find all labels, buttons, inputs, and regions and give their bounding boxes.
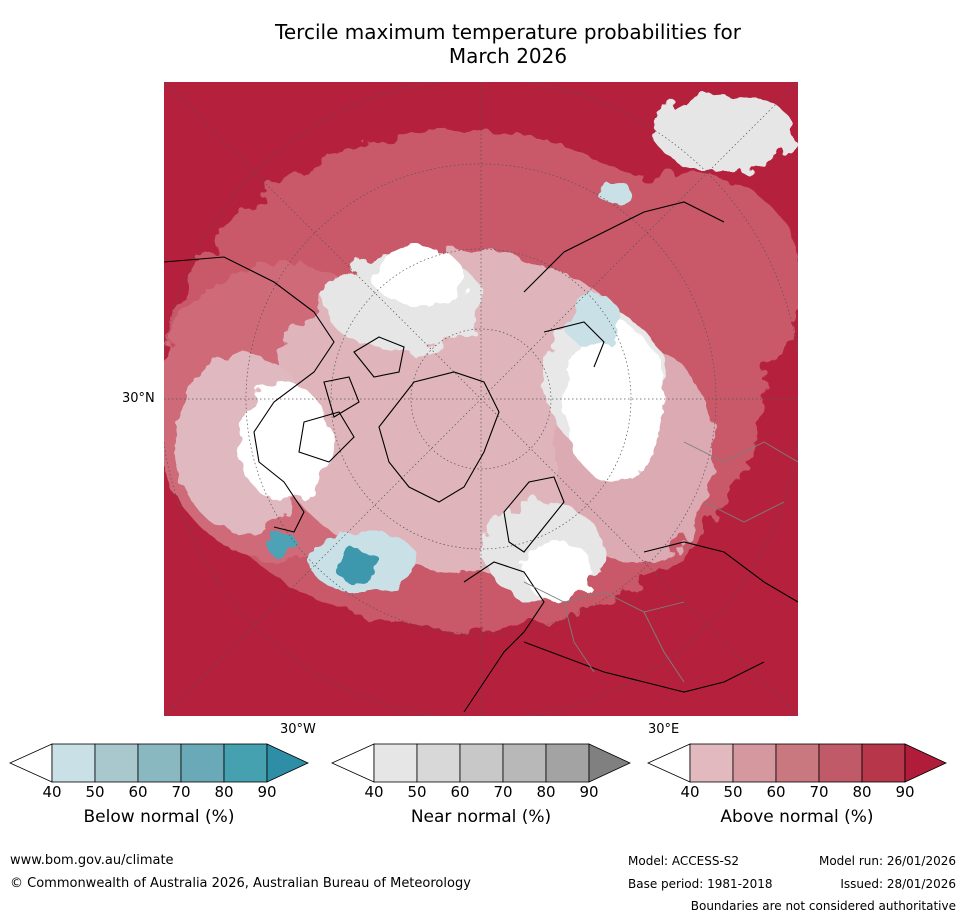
region-neutral — [564, 322, 664, 482]
region-below-strong — [265, 528, 293, 556]
tick-label: 70 — [809, 783, 829, 801]
longitude-label-west: 30°W — [280, 722, 316, 737]
boundaries-disclaimer: Boundaries are not considered authoritat… — [690, 899, 956, 913]
colorbar-near-ticks: 40 50 60 70 80 90 — [331, 783, 631, 803]
tick-label: 90 — [895, 783, 915, 801]
colorbar-above-normal: 40 50 60 70 80 90 Above normal (%) — [647, 743, 947, 843]
colorbar-below-ticks: 40 50 60 70 80 90 — [9, 783, 309, 803]
issued-date: Issued: 28/01/2026 — [840, 877, 956, 891]
tick-label: 70 — [493, 783, 513, 801]
region-near-normal — [654, 92, 794, 172]
footer-url[interactable]: www.bom.gov.au/climate — [10, 853, 174, 868]
tick-label: 50 — [723, 783, 743, 801]
region-neutral — [524, 542, 594, 602]
tick-label: 70 — [171, 783, 191, 801]
tick-label: 80 — [852, 783, 872, 801]
base-period: Base period: 1981-2018 — [628, 877, 773, 891]
footer-copyright: © Commonwealth of Australia 2026, Austra… — [10, 876, 471, 891]
colorbar-above-ticks: 40 50 60 70 80 90 — [647, 783, 947, 803]
region-below-light — [596, 182, 632, 202]
graticule — [164, 82, 798, 716]
colorbar-near-normal: 40 50 60 70 80 90 Near normal (%) — [331, 743, 631, 843]
coastlines — [164, 201, 798, 713]
longitude-label-east: 30°E — [648, 722, 680, 737]
tick-label: 90 — [257, 783, 277, 801]
colorbar-below-title: Below normal (%) — [83, 807, 235, 827]
region-neutral — [374, 247, 464, 307]
tick-label: 40 — [364, 783, 384, 801]
colorbar-below-swatches — [9, 743, 309, 783]
title-line-1: Tercile maximum temperature probabilitie… — [275, 20, 741, 44]
title-line-2: March 2026 — [448, 44, 568, 68]
model-name: Model: ACCESS-S2 — [628, 854, 740, 868]
map-canvas — [164, 82, 798, 716]
region-below-light — [564, 297, 624, 347]
tick-label: 60 — [450, 783, 470, 801]
tick-label: 80 — [214, 783, 234, 801]
tick-label: 80 — [536, 783, 556, 801]
colorbar-near-title: Near normal (%) — [410, 807, 552, 827]
tick-label: 40 — [42, 783, 62, 801]
colorbar-above-swatches — [647, 743, 947, 783]
colorbar-near-swatches — [331, 743, 631, 783]
colorbar-above-title: Above normal (%) — [720, 807, 874, 827]
tick-label: 40 — [680, 783, 700, 801]
country-borders — [523, 441, 798, 683]
map-title: Tercile maximum temperature probabilitie… — [158, 20, 858, 68]
tick-label: 60 — [766, 783, 786, 801]
tick-label: 50 — [407, 783, 427, 801]
tick-label: 90 — [579, 783, 599, 801]
colorbar-below-normal: 40 50 60 70 80 90 Below normal (%) — [9, 743, 309, 843]
probability-map — [164, 82, 798, 716]
latitude-label: 30°N — [122, 391, 155, 406]
model-run-date: Model run: 26/01/2026 — [818, 854, 956, 868]
region-below-strong — [334, 552, 384, 582]
region-neutral — [239, 382, 329, 502]
tick-label: 60 — [128, 783, 148, 801]
tick-label: 50 — [85, 783, 105, 801]
